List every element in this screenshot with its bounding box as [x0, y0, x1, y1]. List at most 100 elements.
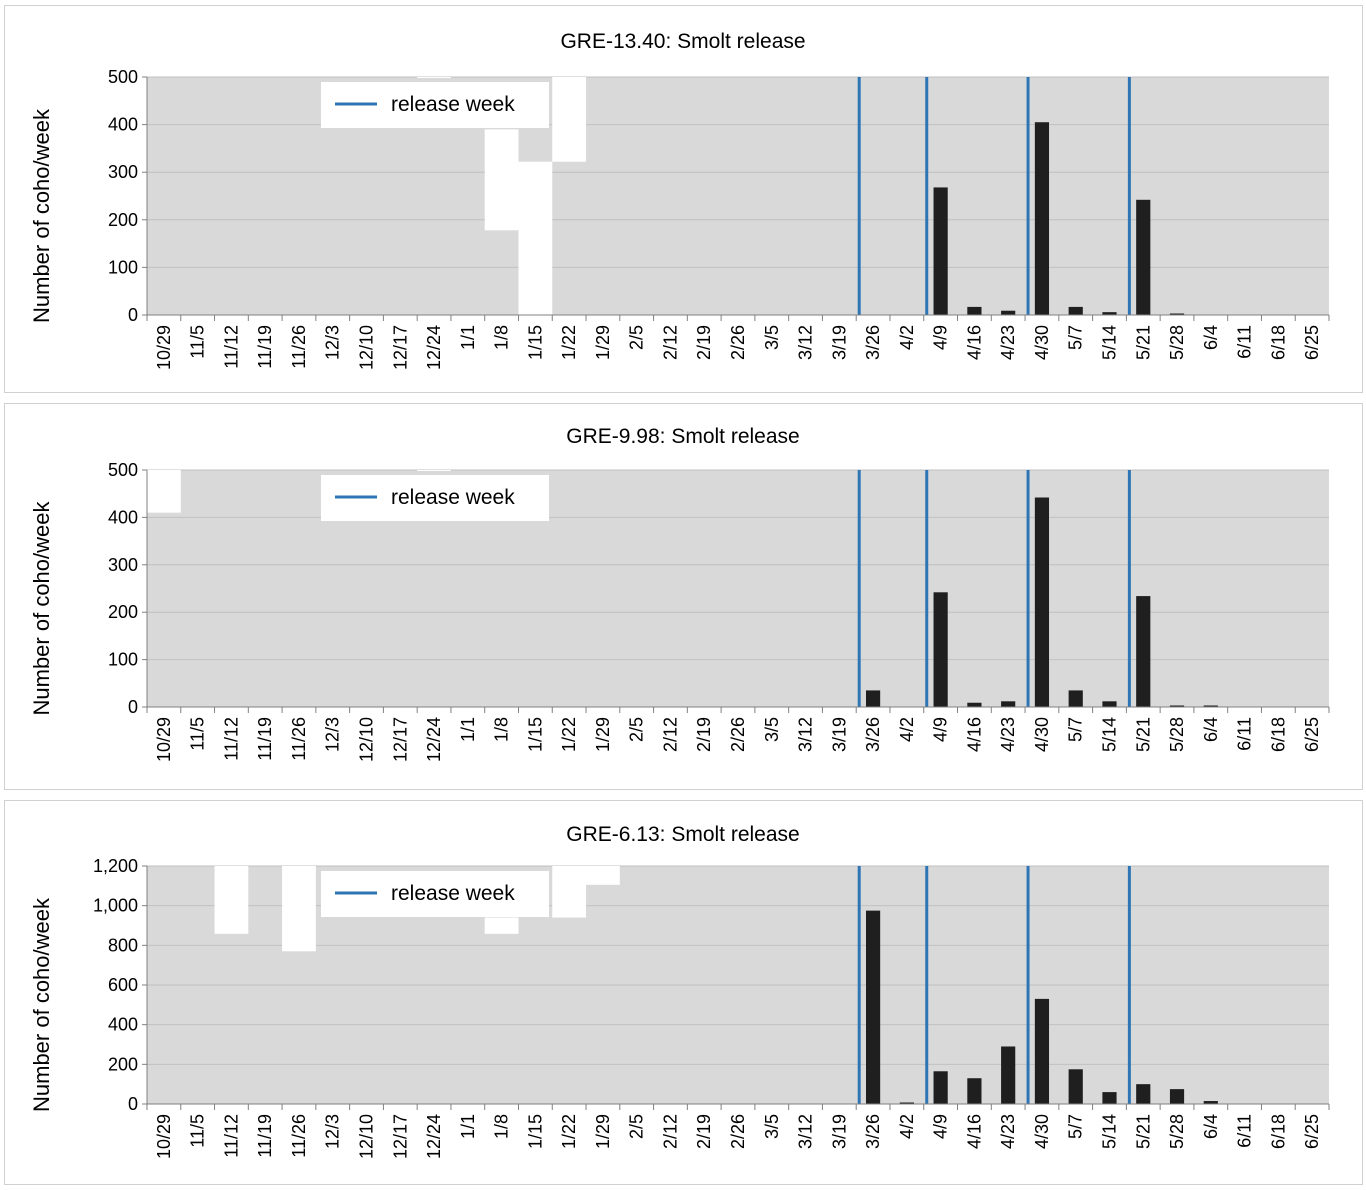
x-tick-label: 12/17 [390, 325, 410, 370]
y-tick-label: 100 [108, 257, 138, 277]
chart-panel-3: 0 200 400 600 800 1,000 1,200 10/29 11/5 11/12 11/… [4, 800, 1363, 1185]
x-tick-label: 4/30 [1032, 1114, 1052, 1149]
x-tick-label: 6/11 [1235, 1114, 1255, 1148]
x-tick-label: 1/22 [559, 717, 579, 752]
x-tick-label: 5/14 [1099, 325, 1119, 360]
x-tick-label: 4/2 [897, 325, 917, 350]
x-tick-label: 3/12 [796, 325, 816, 360]
x-tick-label: 3/19 [829, 325, 849, 360]
y-tick-label: 200 [108, 210, 138, 230]
x-tick-label: 6/4 [1201, 717, 1221, 742]
x-tick-label: 3/26 [863, 717, 883, 752]
x-tick-label: 3/12 [796, 717, 816, 752]
y-tick-label: 400 [108, 115, 138, 135]
bar [1136, 1084, 1151, 1104]
x-tick-label: 4/23 [998, 1114, 1018, 1149]
y-tick-label: 300 [108, 162, 138, 182]
bar [1102, 312, 1117, 315]
legend-label: release week [391, 486, 515, 509]
data-gap [417, 470, 451, 471]
x-tick-label: 6/18 [1268, 325, 1288, 360]
y-axis-label: Number of coho/week [29, 108, 54, 323]
x-tick-label: 5/28 [1167, 717, 1187, 752]
x-tick-label: 3/26 [863, 1114, 883, 1149]
y-tick-label: 200 [108, 1054, 138, 1074]
x-tick-label: 3/12 [796, 1114, 816, 1149]
x-tick-label: 11/12 [221, 1114, 241, 1158]
x-tick-label: 6/11 [1235, 717, 1255, 751]
x-tick-label: 12/3 [323, 1114, 343, 1149]
x-tick-label: 12/10 [357, 1114, 377, 1159]
x-tick-label: 2/26 [728, 325, 748, 360]
x-tick-label: 1/29 [593, 325, 613, 360]
x-tick-label: 5/7 [1066, 325, 1086, 350]
bar [1034, 497, 1050, 707]
x-tick-label: 6/25 [1302, 1114, 1322, 1149]
x-tick-label: 3/5 [762, 717, 782, 742]
chart-panel-1: 0 100 200 300 400 500 10/29 11/5 11/12 11/19 11/26… [4, 5, 1363, 393]
y-tick-label: 400 [108, 1015, 138, 1035]
bar [1102, 1092, 1117, 1104]
x-tick-label: 10/29 [154, 1114, 174, 1159]
bar [933, 187, 948, 315]
x-tick-label: 5/14 [1099, 717, 1119, 752]
bar [899, 1102, 914, 1104]
x-tick-label: 12/17 [390, 717, 410, 762]
x-tick-label: 1/15 [525, 717, 545, 752]
x-tick-label: 4/16 [964, 1114, 984, 1149]
bar [933, 1071, 948, 1104]
x-tick-label: 6/4 [1201, 325, 1221, 350]
x-tick-label: 2/26 [728, 1114, 748, 1149]
x-tick-label: 6/25 [1302, 717, 1322, 752]
x-tick-label: 5/21 [1133, 325, 1153, 360]
x-tick-label: 1/8 [492, 717, 512, 742]
x-tick-label: 2/12 [660, 717, 680, 752]
x-tick-label: 11/5 [188, 325, 208, 359]
bar [933, 592, 948, 707]
x-tick-label: 11/5 [188, 717, 208, 751]
x-tick-label: 11/26 [289, 1114, 309, 1158]
bar [865, 910, 881, 1104]
x-tick-label: 5/21 [1133, 1114, 1153, 1149]
x-tick-label: 2/19 [694, 1114, 714, 1149]
x-tick-label: 5/28 [1167, 325, 1187, 360]
x-tick-label: 11/12 [221, 717, 241, 761]
x-tick-label: 6/18 [1268, 717, 1288, 752]
x-tick-label: 5/28 [1167, 1114, 1187, 1149]
x-tick-label: 2/12 [660, 325, 680, 360]
bar [1203, 1101, 1218, 1104]
x-tick-label: 11/5 [188, 1114, 208, 1148]
data-gap [552, 77, 587, 162]
x-tick-label: 11/19 [255, 1114, 275, 1158]
x-tick-label: 4/9 [931, 325, 951, 350]
x-tick-label: 11/26 [289, 717, 309, 761]
chart-3: 0 200 400 600 800 1,000 1,200 10/29 11/5 11/12 11/… [29, 823, 1330, 1159]
x-tick-label: 12/10 [357, 717, 377, 762]
x-tick-label: 4/30 [1032, 717, 1052, 752]
x-tick-label: 2/19 [694, 325, 714, 360]
x-tick-label: 2/19 [694, 717, 714, 752]
bar [1136, 199, 1151, 315]
y-tick-label: 1,200 [93, 856, 138, 876]
data-gap [484, 917, 519, 934]
x-tick-label: 3/5 [762, 1114, 782, 1139]
y-tick-label: 1,000 [93, 896, 138, 916]
y-tick-label: 800 [108, 935, 138, 955]
bar [967, 1078, 982, 1104]
x-tick-label: 4/9 [931, 1114, 951, 1139]
x-tick-label: 1/8 [492, 325, 512, 350]
legend-label: release week [391, 882, 515, 905]
bar [1169, 313, 1185, 315]
x-tick-label: 12/3 [323, 325, 343, 360]
x-tick-label: 12/10 [357, 325, 377, 370]
bar [1203, 705, 1218, 707]
y-tick-label: 0 [128, 697, 138, 717]
data-gap [484, 129, 519, 231]
x-tick-label: 4/2 [897, 1114, 917, 1139]
x-tick-label: 4/23 [998, 325, 1018, 360]
legend-label: release week [391, 93, 515, 116]
bar [1001, 310, 1016, 315]
bar [1169, 705, 1185, 707]
y-tick-label: 0 [128, 305, 138, 325]
x-tick-label: 6/25 [1302, 325, 1322, 360]
